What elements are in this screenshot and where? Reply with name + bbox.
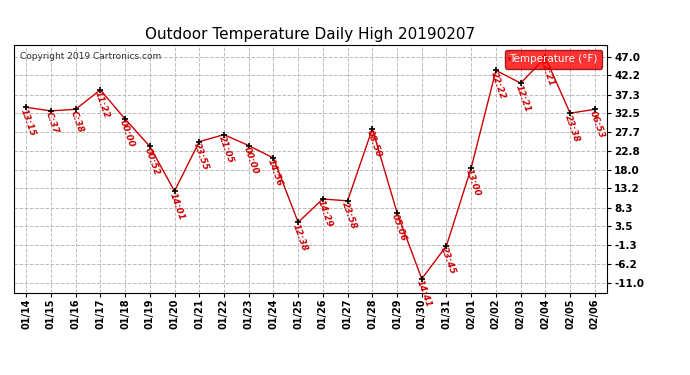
Text: 00:52: 00:52: [143, 146, 161, 176]
Text: 23:58: 23:58: [340, 201, 359, 231]
Legend: Temperature (°F): Temperature (°F): [505, 50, 602, 69]
Text: 21:05: 21:05: [217, 135, 235, 165]
Text: 14:01: 14:01: [167, 191, 186, 221]
Text: 13:00: 13:00: [464, 168, 482, 198]
Text: C:37: C:37: [43, 111, 60, 135]
Text: 00:00: 00:00: [241, 146, 259, 176]
Text: 14:56: 14:56: [266, 158, 284, 188]
Text: 23:38: 23:38: [563, 113, 581, 143]
Text: 12:21: 12:21: [538, 57, 556, 87]
Text: 22:22: 22:22: [489, 70, 507, 100]
Text: 00:00: 00:00: [118, 119, 136, 149]
Text: 14:41: 14:41: [415, 279, 433, 309]
Text: 12:21: 12:21: [513, 83, 532, 113]
Text: 06:53: 06:53: [588, 109, 606, 139]
Text: 23:55: 23:55: [192, 142, 210, 172]
Text: 12:38: 12:38: [291, 222, 309, 252]
Text: 14:29: 14:29: [315, 199, 334, 229]
Text: C:38: C:38: [68, 109, 85, 134]
Text: 05:06: 05:06: [390, 213, 408, 243]
Title: Outdoor Temperature Daily High 20190207: Outdoor Temperature Daily High 20190207: [146, 27, 475, 42]
Text: 23:45: 23:45: [440, 246, 457, 276]
Text: Copyright 2019 Cartronics.com: Copyright 2019 Cartronics.com: [20, 53, 161, 62]
Text: 11:22: 11:22: [93, 90, 111, 120]
Text: 13:15: 13:15: [19, 107, 37, 137]
Text: 08:50: 08:50: [365, 129, 384, 159]
